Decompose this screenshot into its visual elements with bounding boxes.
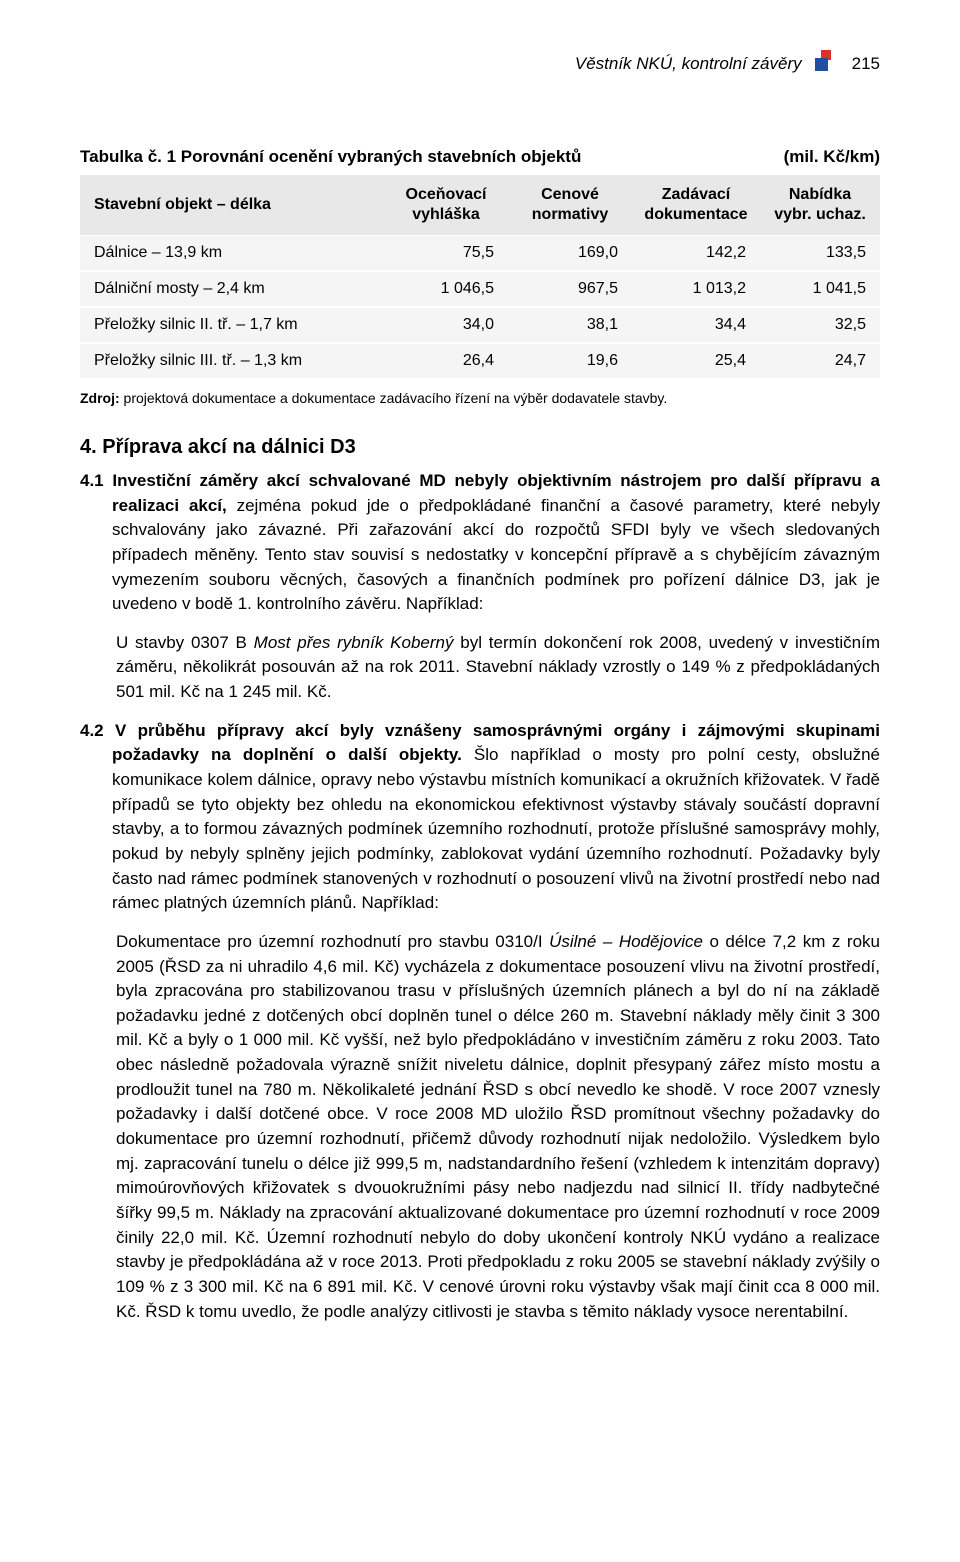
table-cell: 25,4 [632,343,760,379]
page-number: 215 [852,54,880,74]
paragraph-4-2-example: Dokumentace pro územní rozhodnutí pro st… [116,930,880,1324]
nku-logo-icon [812,50,834,77]
table-cell: 1 013,2 [632,271,760,307]
table-header-row: Stavební objekt – délka Oceňovací vyhláš… [80,175,880,236]
comparison-table: Stavební objekt – délka Oceňovací vyhláš… [80,175,880,380]
table-caption-left: Tabulka č. 1 Porovnání ocenění vybraných… [80,147,581,167]
table-row: Dálniční mosty – 2,4 km1 046,5967,51 013… [80,271,880,307]
table-cell: Přeložky silnic II. tř. – 1,7 km [80,307,384,343]
table-cell: 34,0 [384,307,508,343]
table-cell: 26,4 [384,343,508,379]
table-body: Dálnice – 13,9 km75,5169,0142,2133,5Dáln… [80,236,880,380]
col-header: Nabídka vybr. uchaz. [760,175,880,236]
table-cell: 133,5 [760,236,880,272]
table-source: Zdroj: projektová dokumentace a dokument… [80,390,880,406]
paragraph-4-1-example: U stavby 0307 B Most přes rybník Koberný… [116,631,880,705]
table-cell: Přeložky silnic III. tř. – 1,3 km [80,343,384,379]
p42-ex-b: o délce 7,2 km z roku 2005 (ŘSD za ni uh… [116,932,880,1321]
table-cell: 38,1 [508,307,632,343]
table-caption-right: (mil. Kč/km) [784,147,880,167]
p42-rest: Šlo například o mosty pro polní cesty, o… [112,745,880,912]
col-header: Zadávací dokumentace [632,175,760,236]
source-label: Zdroj: [80,390,120,406]
document-page: Věstník NKÚ, kontrolní závěry 215 Tabulk… [0,0,960,1398]
table-cell: 1 041,5 [760,271,880,307]
p41-ex-italic: Most přes rybník Koberný [254,633,454,652]
paragraph-4-2: 4.2 V průběhu přípravy akcí byly vznášen… [80,719,880,916]
table-cell: 169,0 [508,236,632,272]
p42-ex-a: Dokumentace pro územní rozhodnutí pro st… [116,932,549,951]
table-cell: 24,7 [760,343,880,379]
table-row: Přeložky silnic II. tř. – 1,7 km34,038,1… [80,307,880,343]
p42-ex-italic: Úsilné – Hodějovice [549,932,703,951]
p41-rest: zejména pokud jde o předpokládané finanč… [112,496,880,614]
table-cell: 19,6 [508,343,632,379]
table-row: Přeložky silnic III. tř. – 1,3 km26,419,… [80,343,880,379]
table-cell: Dálnice – 13,9 km [80,236,384,272]
table-cell: 142,2 [632,236,760,272]
table-cell: Dálniční mosty – 2,4 km [80,271,384,307]
table-row: Dálnice – 13,9 km75,5169,0142,2133,5 [80,236,880,272]
col-header: Stavební objekt – délka [80,175,384,236]
header-text: Věstník NKÚ, kontrolní závěry [575,54,802,74]
col-header: Oceňovací vyhláška [384,175,508,236]
source-text: projektová dokumentace a dokumentace zad… [120,390,668,406]
table-caption: Tabulka č. 1 Porovnání ocenění vybraných… [80,147,880,167]
paragraph-4-1: 4.1 Investiční záměry akcí schvalované M… [80,469,880,617]
table-cell: 967,5 [508,271,632,307]
section-4-heading: 4. Příprava akcí na dálnici D3 [80,436,880,459]
table-cell: 1 046,5 [384,271,508,307]
table-cell: 75,5 [384,236,508,272]
table-cell: 32,5 [760,307,880,343]
table-cell: 34,4 [632,307,760,343]
running-header: Věstník NKÚ, kontrolní závěry 215 [80,50,880,77]
col-header: Cenové normativy [508,175,632,236]
p41-ex-a: U stavby 0307 B [116,633,254,652]
